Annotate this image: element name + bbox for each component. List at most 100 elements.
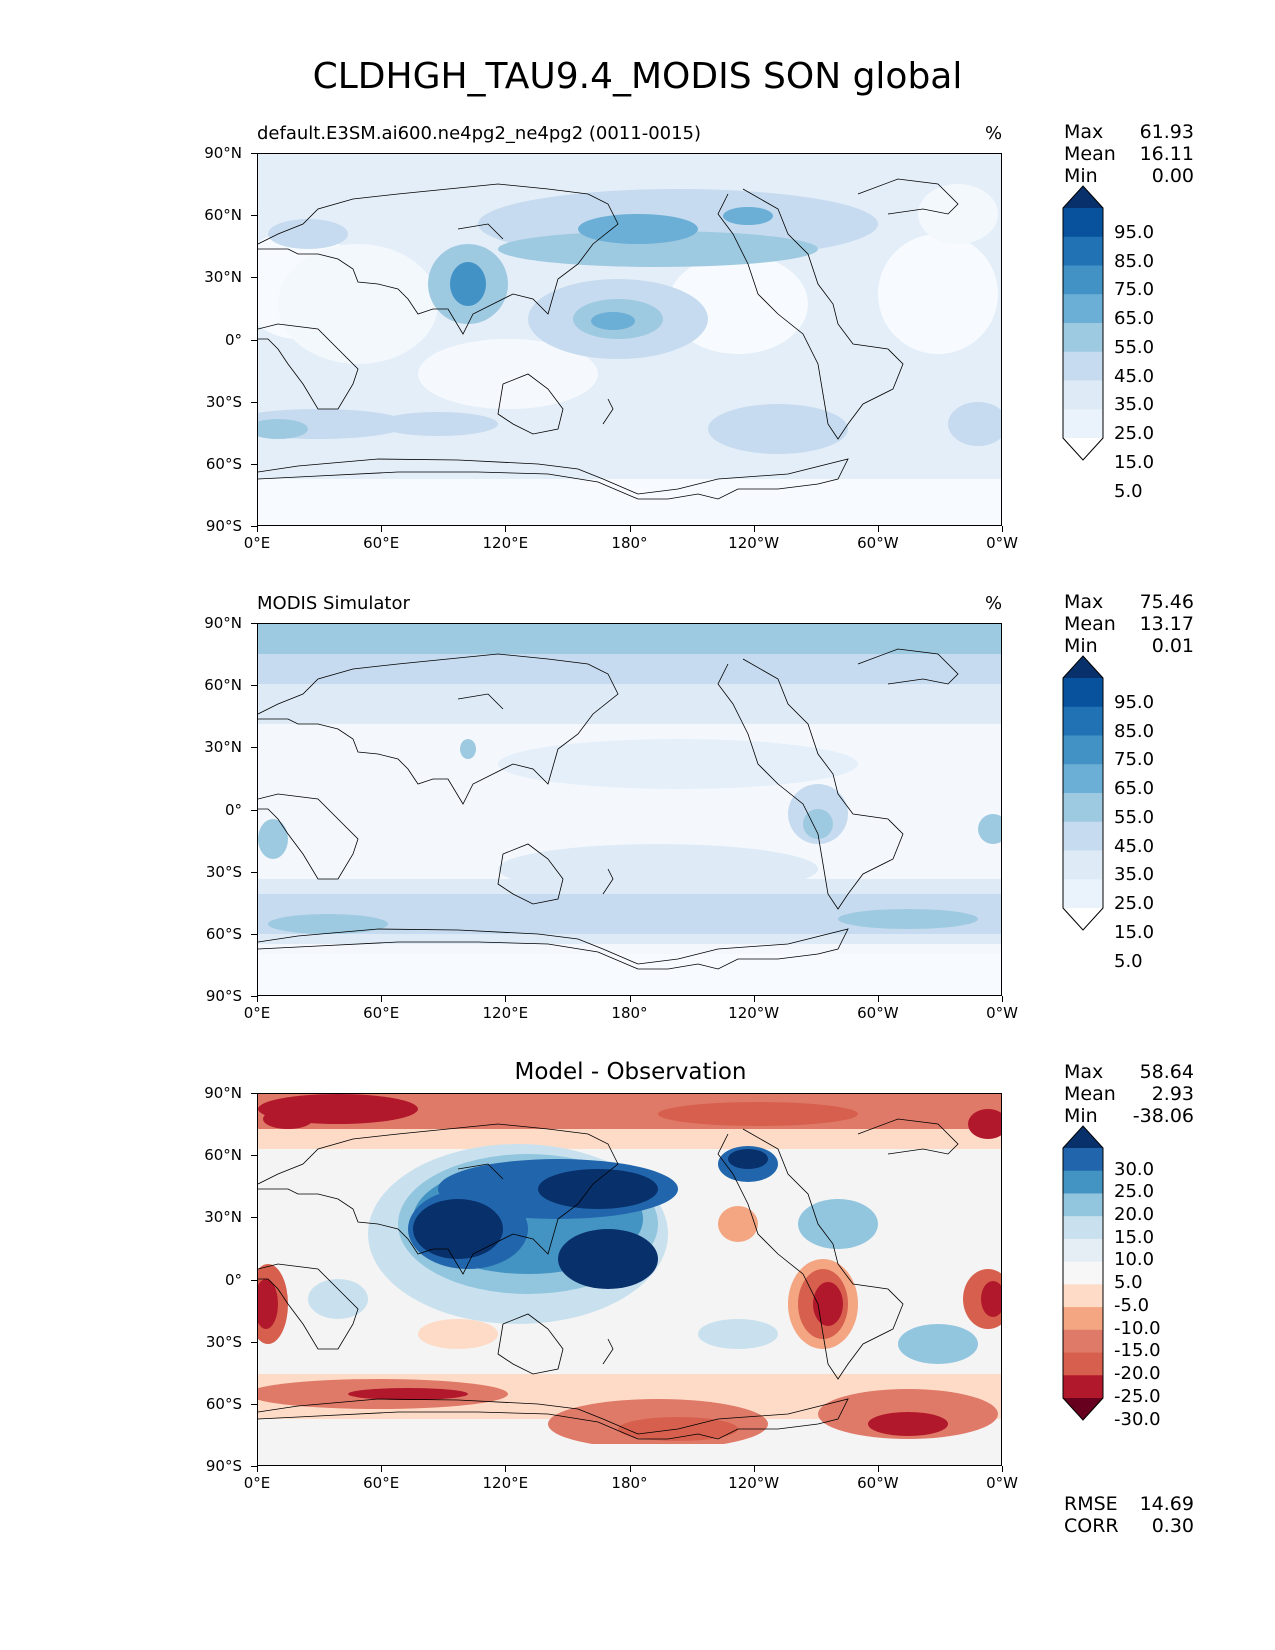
corr-label: CORR xyxy=(1064,1515,1119,1537)
lon-tick-mark xyxy=(257,1466,258,1472)
colorbar-extend-max xyxy=(1063,656,1103,678)
colorbar-tick-label: 15.0 xyxy=(1114,1226,1155,1248)
test-map xyxy=(257,153,1002,526)
lon-tick-label: 60°E xyxy=(363,534,400,552)
colorbar-segment xyxy=(1063,1148,1103,1172)
colorbar-tick-label: 5.0 xyxy=(1114,1272,1143,1294)
colorbar-tick-label: 85.0 xyxy=(1114,250,1155,272)
colorbar xyxy=(1062,655,1104,931)
lon-tick-mark xyxy=(1002,526,1003,532)
difference-panel: Model - Observation xyxy=(0,1059,1275,1553)
colorbar-extend-min xyxy=(1063,908,1103,930)
lat-tick-label: 60°N xyxy=(204,676,242,695)
lat-tick-label: 60°N xyxy=(204,1146,242,1165)
lon-tick-mark xyxy=(629,526,631,532)
colorbar-segment xyxy=(1063,1375,1103,1399)
colorbar-extend-min xyxy=(1063,438,1103,460)
lon-tick-label: 60°E xyxy=(363,1004,400,1022)
difference-stats: Max 58.64 Mean 2.93 Min -38.06 xyxy=(1064,1061,1194,1127)
min-label: Min xyxy=(1064,165,1098,187)
lat-tick-mark xyxy=(251,809,257,811)
colorbar-tick-label: 75.0 xyxy=(1114,749,1155,771)
colorbar-tick-label: -10.0 xyxy=(1114,1317,1161,1339)
colorbar-tick-label: 65.0 xyxy=(1114,308,1155,330)
colorbar xyxy=(1062,1125,1104,1421)
lon-tick-mark xyxy=(877,996,879,1002)
colorbar xyxy=(1062,185,1104,461)
colorbar-segment xyxy=(1063,678,1103,708)
colorbar-tick-label: 35.0 xyxy=(1114,394,1155,416)
colorbar-tick-label: -15.0 xyxy=(1114,1340,1161,1362)
min-label: Min xyxy=(1064,1105,1098,1127)
test-stats: Max 61.93 Mean 16.11 Min 0.00 xyxy=(1064,121,1194,187)
colorbar-segment xyxy=(1063,1329,1103,1354)
lat-tick-label: 60°S xyxy=(205,454,242,473)
lat-tick-mark xyxy=(251,526,257,527)
colorbar-segment xyxy=(1063,208,1103,238)
lon-tick-mark xyxy=(1002,1466,1003,1472)
lon-tick-label: 0°W xyxy=(986,534,1018,552)
colorbar-tick-label: 45.0 xyxy=(1114,835,1155,857)
colorbar-tick-label: 20.0 xyxy=(1114,1203,1155,1225)
lat-tick-label: 90°N xyxy=(204,614,242,632)
panel-title: default.E3SM.ai600.ne4pg2_ne4pg2 (0011-0… xyxy=(257,123,702,144)
colorbar-segment xyxy=(1063,1216,1103,1240)
min-value: 0.01 xyxy=(1151,635,1194,657)
max-value: 58.64 xyxy=(1139,1061,1194,1083)
difference-map-svg xyxy=(258,1094,1001,1465)
colorbar-segment xyxy=(1063,409,1103,439)
colorbar-tick-label: 55.0 xyxy=(1114,336,1155,358)
colorbar-tick-label: 30.0 xyxy=(1114,1158,1155,1180)
lat-tick-label: 0° xyxy=(224,1270,242,1289)
lat-tick-label: 90°S xyxy=(205,987,242,1005)
lat-tick-mark xyxy=(251,996,257,997)
colorbar-segment xyxy=(1063,265,1103,295)
mean-value: 16.11 xyxy=(1139,143,1194,165)
colorbar-tick-label: 15.0 xyxy=(1114,921,1155,943)
mean-label: Mean xyxy=(1064,143,1116,165)
lon-tick-label: 0°E xyxy=(243,534,271,552)
corr-value: 0.30 xyxy=(1151,1515,1194,1537)
mean-label: Mean xyxy=(1064,1083,1116,1105)
colorbar-tick-label: 5.0 xyxy=(1114,480,1143,502)
lon-tick-label: 0°W xyxy=(986,1474,1018,1492)
lat-tick-mark xyxy=(251,685,257,687)
colorbar-segment xyxy=(1063,1193,1103,1217)
colorbar-segment xyxy=(1063,879,1103,909)
colorbar-segment xyxy=(1063,850,1103,880)
lon-tick-mark xyxy=(629,1466,631,1472)
colorbar-tick-label: 25.0 xyxy=(1114,423,1155,445)
lon-tick-mark xyxy=(505,996,507,1002)
coastlines xyxy=(258,178,959,500)
lat-tick-mark xyxy=(251,1279,257,1281)
lat-tick-mark xyxy=(251,933,257,935)
lat-tick-label: 30°N xyxy=(204,738,242,757)
max-label: Max xyxy=(1064,1061,1104,1083)
lat-tick-mark xyxy=(251,1403,257,1405)
lon-tick-label: 60°W xyxy=(857,534,899,552)
lon-tick-mark xyxy=(257,996,258,1002)
colorbar-tick-label: 65.0 xyxy=(1114,778,1155,800)
lat-tick-mark xyxy=(251,1341,257,1343)
reference-panel: MODIS Simulator % xyxy=(0,591,1275,1083)
lat-tick-mark xyxy=(251,871,257,873)
lat-tick-label: 60°S xyxy=(205,924,242,943)
test-panel: default.E3SM.ai600.ne4pg2_ne4pg2 (0011-0… xyxy=(0,121,1275,613)
lat-tick-mark xyxy=(251,153,257,154)
lat-tick-mark xyxy=(251,1093,257,1094)
lat-tick-label: 30°N xyxy=(204,1208,242,1227)
lat-tick-label: 90°N xyxy=(204,1084,242,1102)
panel-title: MODIS Simulator xyxy=(257,593,410,614)
colorbar-segment xyxy=(1063,735,1103,765)
lat-tick-label: 0° xyxy=(224,800,242,819)
colorbar-extend-min xyxy=(1063,1398,1103,1420)
mean-value: 13.17 xyxy=(1139,613,1194,635)
lat-tick-label: 30°S xyxy=(205,862,242,881)
colorbar-tick-label: -30.0 xyxy=(1114,1408,1161,1430)
lat-tick-label: 60°N xyxy=(204,206,242,225)
colorbar-segment xyxy=(1063,821,1103,851)
min-value: -38.06 xyxy=(1132,1105,1194,1127)
lon-tick-label: 180° xyxy=(611,1474,648,1492)
colorbar-tick-label: -25.0 xyxy=(1114,1385,1161,1407)
lon-tick-mark xyxy=(877,526,879,532)
